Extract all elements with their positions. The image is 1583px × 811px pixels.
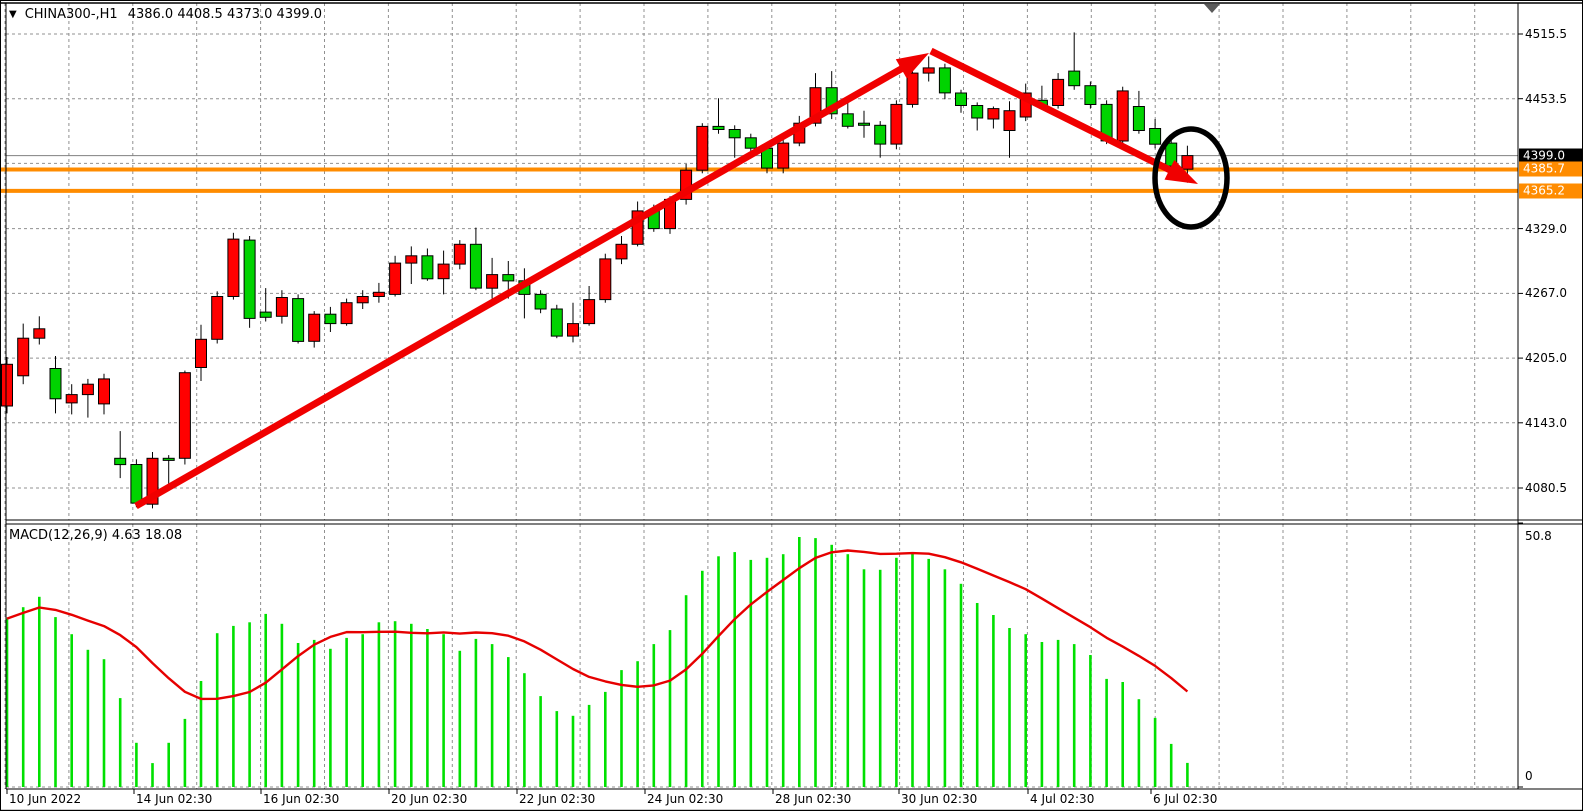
hline-price-label: 4385.7 <box>1519 161 1582 177</box>
time-tick-label: 28 Jun 02:30 <box>775 792 852 806</box>
price-tick-label: 4205.0 <box>1525 351 1567 366</box>
price-tick-label: 4453.5 <box>1525 91 1567 106</box>
price-tick-label: 4329.0 <box>1525 221 1567 236</box>
time-tick-label: 22 Jun 02:30 <box>519 792 596 806</box>
macd-tick-label: 0 <box>1525 769 1533 783</box>
price-tick-label: 4267.0 <box>1525 286 1567 301</box>
price-tick-label: 4515.5 <box>1525 27 1567 41</box>
chart-shift-marker-icon[interactable] <box>1204 4 1220 13</box>
current-price-label: 4399.0 <box>1519 148 1582 164</box>
indicator-label: MACD(12,26,9) 4.63 18.08 <box>9 528 183 543</box>
ohlc-readout: 4386.0 4408.5 4373.0 4399.0 <box>127 7 323 22</box>
macd-tick-label: 50.8 <box>1525 529 1552 543</box>
symbol-dropdown-icon[interactable]: ▼ <box>9 9 17 20</box>
symbol-period-label: CHINA300-,H1 <box>24 7 118 22</box>
time-tick-label: 14 Jun 02:30 <box>136 792 213 806</box>
time-tick-label: 6 Jul 02:30 <box>1153 792 1218 806</box>
time-tick-label: 24 Jun 02:30 <box>647 792 724 806</box>
chart-title: ▼ CHINA300-,H1 4386.0 4408.5 4373.0 4399.0 <box>9 7 322 22</box>
time-tick-label: 4 Jul 02:30 <box>1030 792 1095 806</box>
time-tick-label: 16 Jun 02:30 <box>263 792 340 806</box>
time-tick-label: 30 Jun 02:30 <box>901 792 978 806</box>
time-tick-label: 10 Jun 2022 <box>9 792 82 806</box>
hline-price-label: 4365.2 <box>1519 183 1582 199</box>
price-tick-label: 4143.0 <box>1525 415 1567 430</box>
time-tick-label: 20 Jun 02:30 <box>391 792 468 806</box>
price-tick-label: 4080.5 <box>1525 481 1567 495</box>
